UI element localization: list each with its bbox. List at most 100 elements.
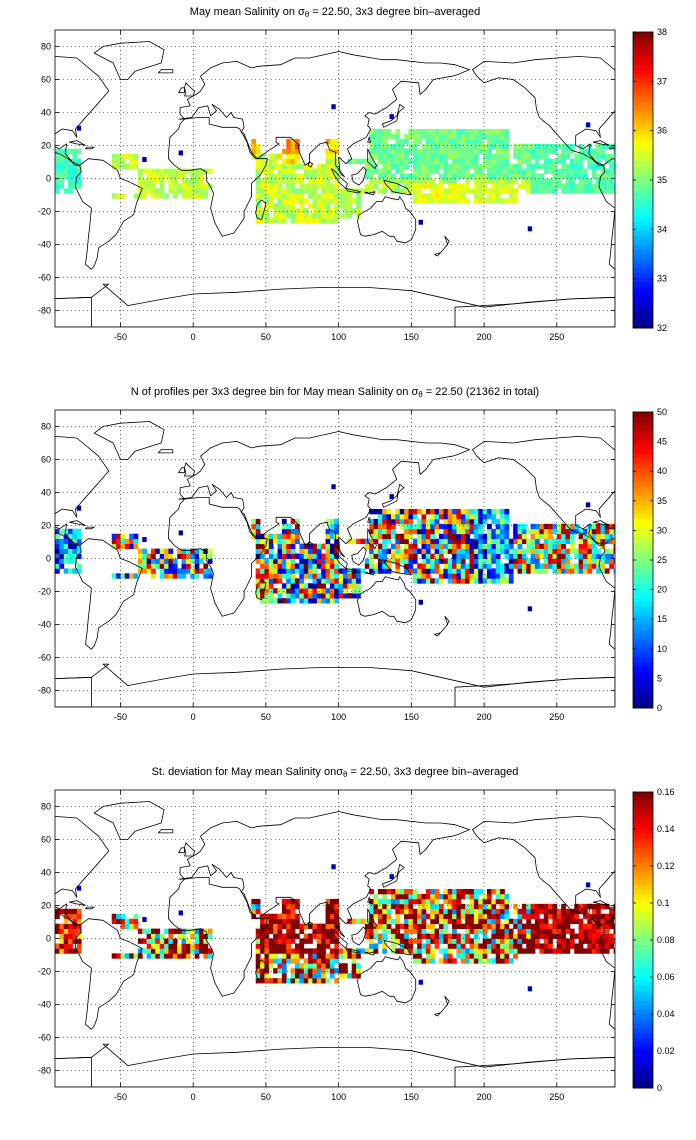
data-cell (55, 168, 60, 174)
data-cell (373, 528, 379, 535)
data-cell (482, 158, 488, 165)
data-cell (430, 928, 436, 934)
data-cell (303, 218, 309, 224)
data-cell (268, 953, 274, 959)
data-cell (439, 548, 444, 554)
data-cell (159, 193, 165, 199)
data-cell (504, 903, 510, 910)
data-cell (513, 528, 518, 535)
data-cell (456, 903, 462, 910)
data-cell (583, 928, 588, 934)
data-cell (482, 198, 488, 204)
data-cell (500, 933, 505, 939)
data-cell (482, 509, 488, 515)
data-cell (434, 129, 440, 135)
data-cell (604, 533, 610, 540)
data-cell (303, 163, 309, 169)
data-cell (556, 943, 562, 949)
data-cell (478, 138, 484, 145)
data-cell (329, 968, 335, 974)
coastline (157, 449, 174, 454)
data-cell (369, 538, 374, 545)
data-cell (500, 533, 505, 540)
data-cell (548, 528, 553, 535)
data-cell (404, 513, 409, 520)
data-cell (321, 968, 326, 974)
data-cell (495, 153, 501, 160)
data-cell (329, 903, 335, 910)
data-cell (190, 548, 196, 554)
data-cell (286, 923, 292, 929)
data-cell (377, 129, 383, 135)
data-cell (207, 548, 213, 554)
data-cell (255, 593, 261, 599)
data-cell (543, 558, 549, 564)
data-cell (164, 193, 169, 199)
data-cell (417, 533, 422, 540)
colorbar-tick-label: 5 (657, 673, 662, 683)
data-cell (609, 923, 614, 929)
data-cell (421, 173, 427, 179)
colorbar-tick-label: 0 (657, 703, 662, 713)
data-cell (120, 573, 126, 579)
data-cell (421, 183, 427, 189)
data-cell (386, 148, 392, 155)
data-cell (412, 143, 418, 150)
data-cell (469, 573, 475, 579)
data-cell (264, 193, 270, 199)
data-cell (334, 138, 340, 145)
data-cell (574, 528, 580, 535)
data-cell (194, 928, 200, 934)
data-cell (137, 953, 143, 959)
data-cell (299, 568, 305, 574)
data-cell (133, 153, 139, 160)
data-cell (369, 923, 374, 929)
y-tick-label: -40 (38, 620, 51, 630)
data-cell (482, 188, 488, 194)
data-cell (386, 509, 392, 515)
data-cell (299, 973, 305, 979)
data-cell (63, 148, 69, 155)
data-cell (264, 533, 270, 540)
data-cell (508, 163, 514, 169)
data-cell (329, 593, 335, 599)
data-cell (578, 173, 584, 179)
data-cell (439, 163, 444, 169)
data-cell (321, 948, 326, 954)
data-cell (495, 948, 501, 954)
data-cell (526, 148, 532, 155)
data-cell (417, 563, 422, 569)
data-cell (495, 578, 501, 584)
y-tick-label: -40 (38, 240, 51, 250)
data-cell (587, 553, 593, 559)
data-cell (548, 163, 553, 169)
data-cell (164, 938, 169, 944)
data-cell (129, 953, 134, 959)
data-cell (521, 553, 527, 559)
data-cell (325, 568, 331, 574)
data-cell (308, 598, 313, 604)
data-cell (277, 938, 283, 944)
data-cell (260, 178, 265, 184)
data-cell (273, 538, 278, 545)
data-cell (281, 588, 287, 594)
data-cell (312, 978, 318, 984)
data-cell (569, 938, 575, 944)
data-cell (465, 893, 470, 900)
data-cell (500, 138, 505, 145)
data-cell (447, 543, 453, 549)
data-cell (255, 553, 261, 559)
data-cell (299, 198, 305, 204)
data-cell (447, 533, 453, 540)
data-cell (596, 183, 601, 189)
data-cell (513, 163, 518, 169)
data-cell (120, 538, 126, 545)
data-cell (452, 533, 457, 540)
data-cell (500, 948, 505, 954)
data-cell (412, 543, 418, 549)
data-cell (587, 528, 593, 535)
data-cell (482, 913, 488, 920)
data-cell (583, 168, 588, 174)
data-cell (59, 173, 65, 179)
data-cell (495, 893, 501, 900)
